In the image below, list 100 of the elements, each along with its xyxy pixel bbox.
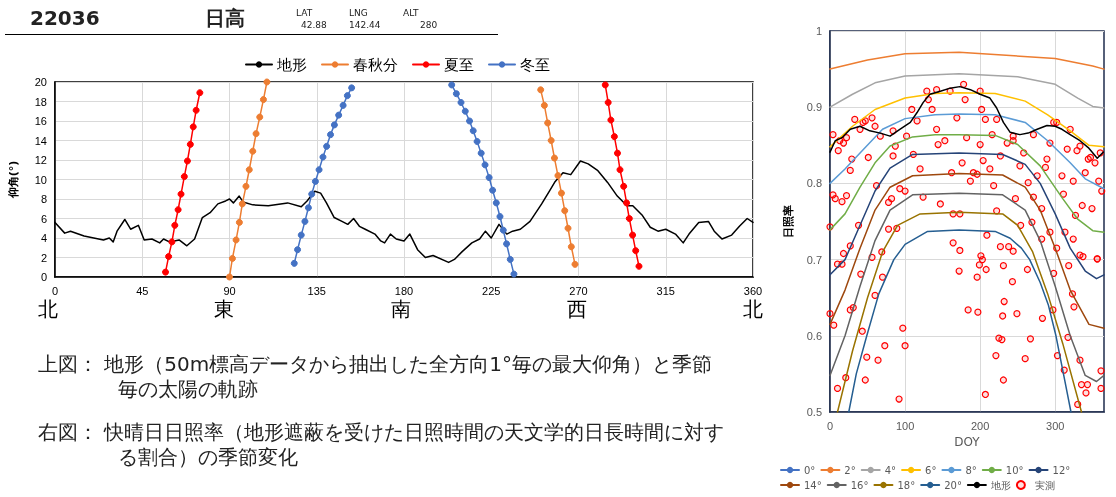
point (304, 204, 312, 212)
point (259, 96, 267, 104)
point (348, 84, 356, 92)
y-tick-label: 0.9 (806, 101, 822, 114)
point (252, 130, 260, 138)
text: 南 (391, 297, 411, 322)
point (499, 226, 507, 234)
point (177, 190, 185, 198)
y-tick-label: 0 (40, 271, 47, 283)
point (242, 182, 250, 190)
y-axis-title: 日照率 (782, 205, 795, 238)
legend-label: 実測 (1034, 479, 1055, 491)
point (540, 101, 548, 109)
point (557, 189, 565, 197)
x-tick-label: 0 (51, 284, 59, 297)
x-tick-label: 0 (826, 419, 834, 432)
text: 142.44 (349, 20, 381, 32)
legend-label: 12° (1052, 464, 1071, 476)
point (294, 246, 302, 254)
point (613, 149, 621, 157)
y-tick-label: 12 (34, 154, 47, 166)
y-tick-label: 4 (40, 232, 47, 244)
y-tick-label: 2 (40, 251, 47, 264)
text: 東 (214, 297, 234, 322)
x-tick-label: 315 (656, 284, 675, 297)
point (554, 172, 562, 180)
point (492, 199, 500, 207)
text: 280 (420, 20, 438, 32)
line-series (848, 229, 1072, 413)
point (174, 206, 182, 214)
point (162, 268, 170, 276)
point (335, 111, 343, 119)
legend-label: 地形 (989, 479, 1011, 491)
legend-label: 春秋分 (353, 55, 398, 74)
point (561, 207, 569, 215)
legend-label: 0° (804, 464, 816, 476)
x-axis-title: DOY (954, 434, 981, 449)
legend-label: 14° (804, 479, 822, 491)
point (503, 240, 511, 248)
x-tick-label: 360 (743, 284, 763, 297)
legend-label: 冬至 (520, 55, 550, 74)
legend-label: 地形 (276, 55, 307, 74)
point (319, 153, 327, 161)
point (607, 116, 615, 124)
point (510, 270, 518, 278)
point (629, 231, 637, 239)
y-tick-label: 6 (40, 212, 47, 225)
y-tick-label: 0.7 (806, 253, 822, 266)
point (330, 121, 338, 129)
point (192, 106, 200, 114)
point (308, 190, 316, 198)
y-tick-label: 0.5 (806, 406, 822, 418)
point (189, 123, 197, 131)
legend-label: 18° (897, 479, 916, 491)
text: 北 (38, 297, 58, 322)
legend-label: 4° (884, 464, 897, 476)
point (564, 224, 572, 232)
point (485, 174, 493, 182)
text: 西 (567, 297, 587, 322)
x-tick-label: 200 (970, 419, 990, 432)
point (473, 137, 481, 145)
text: 上図： 地形（50m標高データから抽出した全方向1°毎の最大仰角）と季節毎の太陽の軌跡 (38, 352, 713, 402)
point (625, 215, 633, 222)
x-tick-label: 135 (307, 284, 326, 297)
text: 日高 (205, 6, 245, 31)
line-series (829, 72, 1105, 109)
x-tick-label: 45 (136, 284, 149, 297)
text: 北 (743, 297, 763, 322)
point (186, 140, 194, 148)
point (571, 260, 579, 268)
point (171, 221, 179, 229)
point (226, 273, 233, 281)
point (550, 154, 558, 162)
point (323, 142, 331, 150)
point (457, 98, 465, 106)
y-tick-label: 14 (34, 134, 47, 147)
point (604, 98, 612, 106)
point (632, 247, 640, 255)
point (496, 213, 504, 221)
point (301, 217, 309, 225)
point (452, 90, 460, 98)
point (616, 166, 624, 174)
point (343, 92, 351, 100)
line-series (829, 172, 1105, 329)
legend-label: 夏至 (444, 55, 474, 74)
point (567, 243, 575, 251)
point (481, 161, 489, 169)
line-series (829, 152, 1105, 280)
point (165, 253, 173, 261)
point (315, 166, 323, 174)
point (238, 200, 246, 208)
point (327, 131, 335, 139)
point (506, 255, 514, 263)
point (461, 107, 469, 115)
y-tick-label: 16 (34, 115, 47, 127)
legend-label: 10° (1005, 464, 1024, 476)
point (489, 186, 497, 194)
legend-label: 6° (925, 464, 937, 476)
point (448, 81, 456, 89)
y-axis-title: 仰角(°) (7, 160, 20, 200)
